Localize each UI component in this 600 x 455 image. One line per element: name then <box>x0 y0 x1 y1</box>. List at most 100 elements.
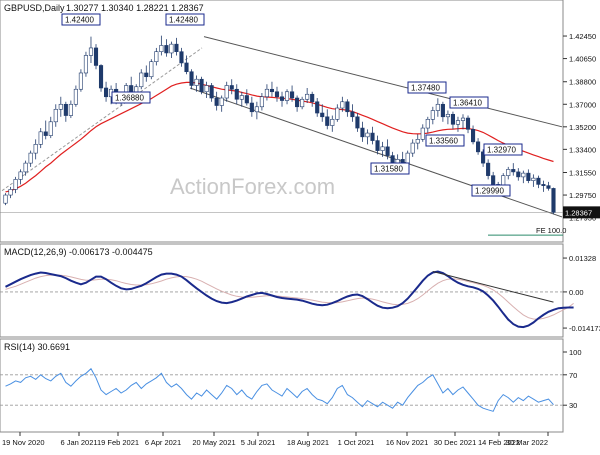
candle-body <box>355 116 360 129</box>
candle-body <box>98 65 104 89</box>
candle-body <box>415 139 420 144</box>
price-y-label: 1.38800 <box>569 78 596 87</box>
candle-body <box>18 171 23 180</box>
candle-body <box>380 146 385 151</box>
candle <box>184 55 189 75</box>
x-tick-label: 18 Aug 2021 <box>287 438 329 447</box>
macd-line <box>5 270 574 329</box>
candle <box>325 109 330 130</box>
candle <box>531 174 536 187</box>
candle-body <box>224 85 229 99</box>
candle-body <box>229 85 234 90</box>
candle-body <box>259 96 264 108</box>
rsi-y-label: 100 <box>569 348 582 357</box>
candle <box>435 98 440 117</box>
macd-trendline <box>432 271 554 303</box>
candle-body <box>370 132 375 141</box>
candle <box>98 64 104 92</box>
price-annotation: 1.36880 <box>111 91 151 104</box>
candle <box>58 96 63 117</box>
candle-body <box>249 102 254 113</box>
price-y-label: 1.29750 <box>569 191 596 200</box>
candle-body <box>3 194 8 204</box>
price-annotation: 1.31580 <box>370 162 410 175</box>
price-annotation: 1.29990 <box>471 184 511 197</box>
candle-body <box>279 96 285 101</box>
candle <box>546 181 551 191</box>
candle-body <box>340 101 345 109</box>
candle <box>103 81 109 102</box>
price-y-label: 1.42450 <box>569 32 596 41</box>
candle <box>269 81 275 97</box>
candle <box>93 44 99 70</box>
candle-body <box>48 121 53 136</box>
candle-body <box>481 151 486 164</box>
candle-body <box>501 175 506 186</box>
candle <box>139 69 144 90</box>
candle <box>465 115 471 134</box>
candle <box>43 120 48 140</box>
candle-body <box>254 106 259 113</box>
candle <box>53 104 58 127</box>
candle <box>189 69 194 90</box>
candle <box>159 35 164 56</box>
x-tick-label: 6 Jan 2021 <box>60 438 97 447</box>
symbol-label: GBPUSD,Daily <box>4 3 65 13</box>
candle <box>290 85 295 102</box>
candle-body <box>53 108 58 123</box>
candle-body <box>274 91 280 98</box>
candle-body <box>154 51 159 63</box>
candle-body <box>335 107 340 120</box>
candle <box>209 82 214 102</box>
candle-body <box>531 177 536 181</box>
candle-body <box>330 118 335 126</box>
candle-body <box>470 129 476 143</box>
annotation-box <box>111 91 151 104</box>
macd-layer <box>0 270 574 329</box>
x-tick-label: 30 Mar 2022 <box>506 438 548 447</box>
candle <box>511 163 516 176</box>
candle <box>415 134 420 150</box>
rsi-layer <box>0 367 563 412</box>
candle <box>179 47 184 67</box>
candle <box>244 89 249 106</box>
candle <box>350 104 355 122</box>
candle <box>300 96 305 110</box>
candle <box>144 65 149 82</box>
x-tick-label: 16 Nov 2021 <box>386 438 429 447</box>
candle <box>264 84 269 101</box>
annotation-box <box>370 162 410 175</box>
candle-body <box>199 78 204 93</box>
rsi-label: RSI(14) 30.6691 <box>4 342 70 352</box>
candle-body <box>541 184 546 186</box>
candle <box>28 150 33 167</box>
candle-body <box>305 93 310 100</box>
candle-body <box>405 152 410 164</box>
ohlc-readout: 1.30277 1.30340 1.28221 1.28367 <box>66 3 204 13</box>
candle <box>234 84 239 105</box>
price-annotation: 1.32970 <box>483 143 523 156</box>
macd-signal-line <box>5 274 574 320</box>
candle <box>355 113 360 132</box>
candle <box>219 95 224 112</box>
candle-body <box>516 171 521 178</box>
candle-body <box>375 140 380 151</box>
candle <box>551 187 556 215</box>
candle-body <box>8 189 13 196</box>
price-annotation: 1.42400 <box>61 13 101 26</box>
candle <box>38 128 43 149</box>
candle-body <box>310 93 315 103</box>
candle <box>194 75 199 92</box>
candle <box>224 81 229 102</box>
candle <box>164 39 169 57</box>
candle-body <box>320 112 325 118</box>
candle-body <box>83 55 89 74</box>
candle-body <box>264 88 269 98</box>
candle-body <box>300 98 305 108</box>
candle-body <box>521 172 526 178</box>
candle-body <box>295 97 300 108</box>
candle <box>254 101 259 120</box>
candle <box>420 124 425 142</box>
candle-body <box>93 47 99 66</box>
